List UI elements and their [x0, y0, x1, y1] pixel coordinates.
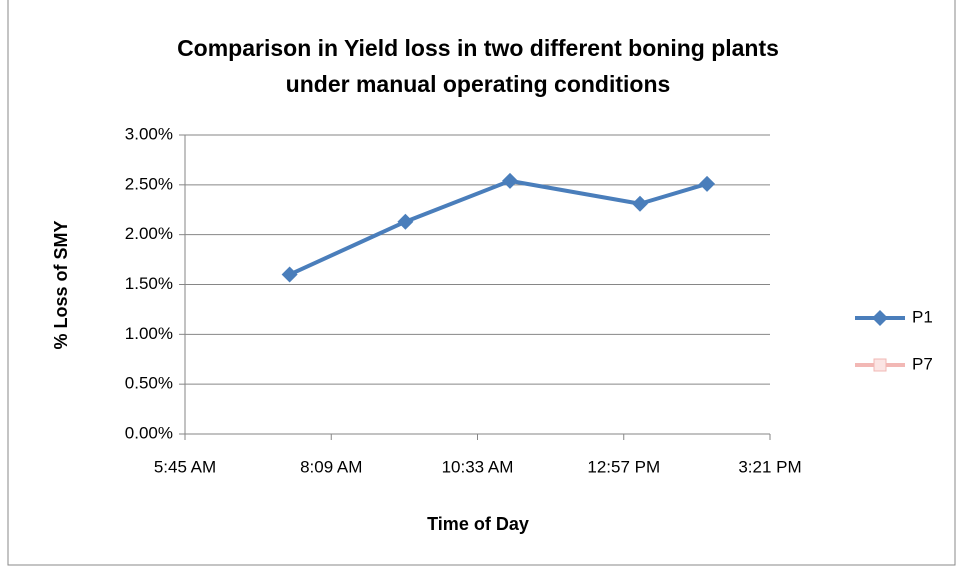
- y-axis-title: % Loss of SMY: [51, 220, 71, 349]
- y-tick-label: 0.00%: [125, 423, 173, 442]
- y-tick-label: 1.00%: [125, 324, 173, 343]
- y-tick-label: 2.50%: [125, 174, 173, 193]
- y-tick-label: 1.50%: [125, 274, 173, 293]
- data-point: [699, 175, 716, 192]
- y-tick-label: 3.00%: [125, 124, 173, 143]
- legend-label: P7: [912, 354, 933, 373]
- y-tick-label: 2.00%: [125, 224, 173, 243]
- x-axis-title: Time of Day: [427, 514, 529, 534]
- data-point: [632, 195, 648, 212]
- chart-title: under manual operating conditions: [286, 71, 671, 97]
- data-point: [502, 172, 518, 189]
- x-tick-label: 5:45 AM: [154, 457, 216, 476]
- chart-frame: [7, 0, 956, 566]
- x-tick-label: 10:33 AM: [442, 457, 514, 476]
- x-tick-label: 8:09 AM: [300, 457, 362, 476]
- chart-title: Comparison in Yield loss in two differen…: [177, 35, 779, 61]
- legend-marker: [872, 310, 888, 326]
- legend-marker: [873, 358, 887, 372]
- data-point: [281, 266, 298, 283]
- series-line: [288, 178, 708, 277]
- y-tick-label: 0.50%: [125, 374, 173, 393]
- x-tick-label: 3:21 PM: [738, 457, 801, 476]
- x-tick-label: 12:57 PM: [587, 457, 660, 476]
- legend-label: P1: [912, 307, 933, 326]
- data-point: [397, 213, 414, 230]
